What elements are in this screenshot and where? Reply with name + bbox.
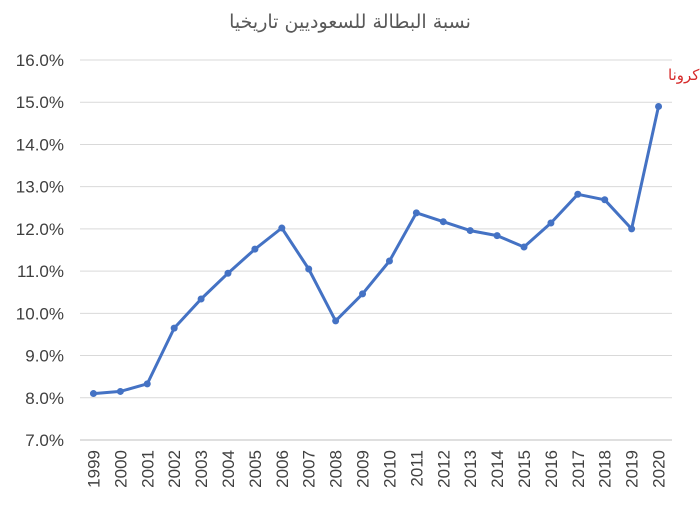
data-point xyxy=(493,232,501,240)
x-tick-label: 2020 xyxy=(650,450,669,488)
x-tick-label: 2007 xyxy=(300,450,319,488)
x-tick-label: 2014 xyxy=(488,450,507,488)
x-axis-ticks: 1999 2000 2001 2002 2003 2004 2005 2006 2007 2008… xyxy=(84,450,668,488)
x-tick-label: 2005 xyxy=(246,450,265,488)
x-tick-label: 2003 xyxy=(192,450,211,488)
y-tick-label: 8.0% xyxy=(25,389,64,408)
y-tick-label: 14.0% xyxy=(16,135,64,154)
x-tick-label: 2019 xyxy=(623,450,642,488)
data-point xyxy=(224,269,232,277)
data-point xyxy=(89,390,97,398)
data-point xyxy=(574,190,582,198)
x-tick-label: 2017 xyxy=(569,450,588,488)
x-tick-label: 2002 xyxy=(165,450,184,488)
x-tick-label: 2010 xyxy=(380,450,399,488)
data-point xyxy=(305,265,313,273)
data-point xyxy=(520,243,528,251)
data-point xyxy=(385,257,393,265)
x-tick-label: 2006 xyxy=(273,450,292,488)
x-tick-label: 2009 xyxy=(354,450,373,488)
x-tick-label: 2016 xyxy=(542,450,561,488)
y-axis-ticks: 7.0% 8.0% 9.0% 10.0% 11.0% 12.0% 13.0% 14.0% 15.… xyxy=(16,51,64,450)
data-point xyxy=(439,218,447,226)
x-tick-label: 2012 xyxy=(434,450,453,488)
x-tick-label: 2004 xyxy=(219,450,238,488)
x-tick-label: 2008 xyxy=(327,450,346,488)
y-tick-label: 16.0% xyxy=(16,51,64,70)
x-tick-label: 2011 xyxy=(407,450,426,487)
x-tick-label: 1999 xyxy=(84,450,103,488)
y-tick-label: 10.0% xyxy=(16,304,64,323)
x-tick-label: 2000 xyxy=(111,450,130,488)
data-point xyxy=(332,317,340,325)
data-point xyxy=(359,290,367,298)
y-tick-label: 13.0% xyxy=(16,178,64,197)
y-tick-label: 9.0% xyxy=(25,347,64,366)
y-tick-label: 11.0% xyxy=(17,262,64,281)
x-tick-label: 2018 xyxy=(596,450,615,488)
x-tick-label: 2015 xyxy=(515,450,534,488)
data-point xyxy=(143,380,151,388)
data-point xyxy=(655,102,663,110)
chart-annotation: الارتفاع في اخر سنة بسبب كرونا xyxy=(668,66,700,85)
data-point xyxy=(466,227,474,235)
series-line xyxy=(92,104,660,396)
y-tick-label: 7.0% xyxy=(25,431,64,450)
x-tick-label: 2013 xyxy=(461,450,480,488)
data-point xyxy=(278,224,286,232)
data-point xyxy=(547,219,555,227)
x-tick-label: 2001 xyxy=(138,450,157,488)
data-point xyxy=(197,295,205,303)
data-point xyxy=(601,196,609,204)
y-tick-label: 15.0% xyxy=(16,93,64,112)
chart-title: نسبة البطالة للسعوديين تاريخيا xyxy=(229,11,471,33)
y-tick-label: 12.0% xyxy=(16,220,64,239)
data-point xyxy=(412,209,420,217)
data-point xyxy=(116,387,124,395)
data-point xyxy=(251,245,259,253)
data-point xyxy=(628,225,636,233)
data-point xyxy=(170,324,178,332)
series-layer xyxy=(89,102,663,398)
gridlines xyxy=(80,59,672,441)
